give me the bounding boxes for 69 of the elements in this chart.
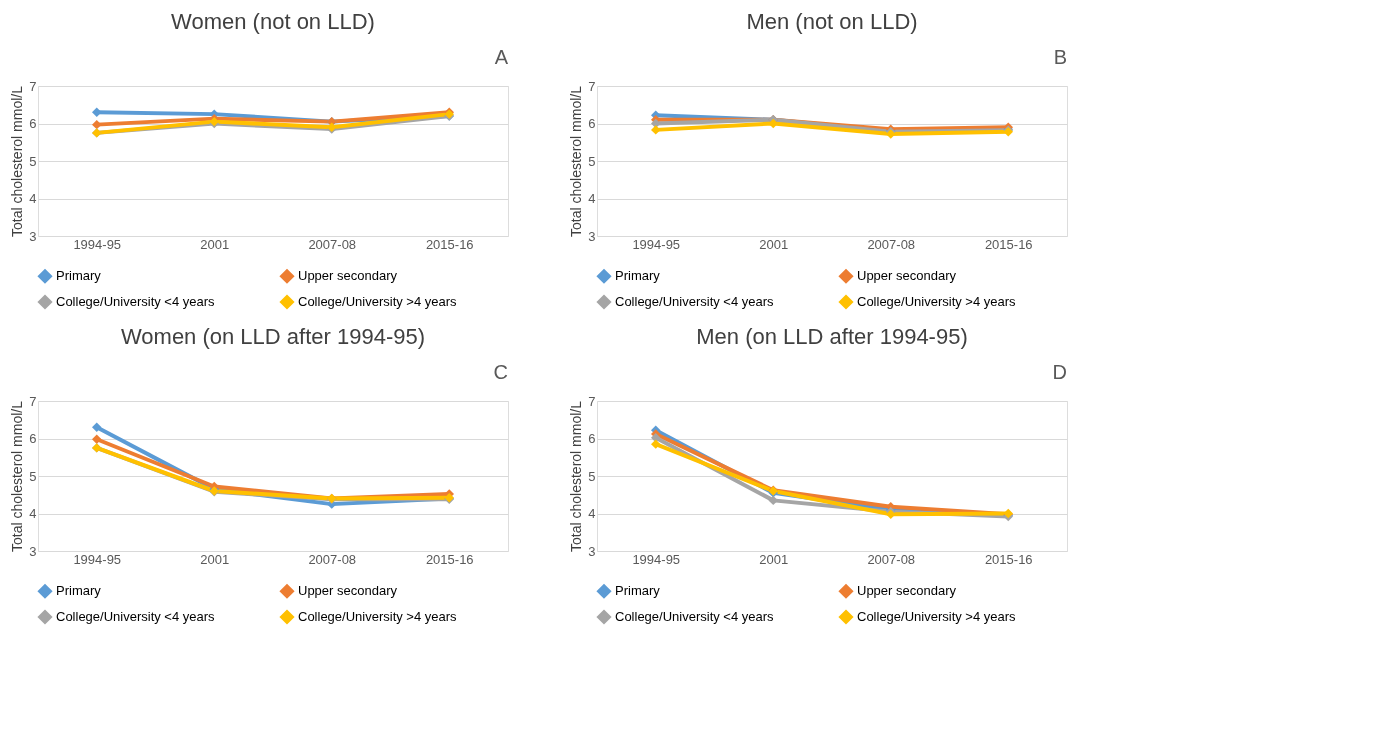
x-tick-label: 1994-95 [632,551,681,567]
legend-label: Primary [615,583,661,599]
x-tick-label: 2007-08 [308,236,357,252]
y-tick-label: 6 [29,431,37,446]
legend-label: College/University >4 years [857,294,1017,309]
legend-label: College/University >4 years [298,609,458,624]
x-tick-label: 2015-16 [984,236,1033,252]
y-tick-label: 6 [29,116,37,131]
x-tick-label: 2001 [759,551,789,567]
y-axis-title: Total cholesterol mmol/L [9,85,26,237]
legend-label: Upper secondary [298,583,398,599]
y-tick-label: 3 [588,543,596,559]
x-tick-label: 1994-95 [73,551,122,567]
y-axis-title: Total cholesterol mmol/L [9,400,26,552]
text: B [1053,46,1067,68]
y-tick-label: 7 [588,78,596,94]
y-tick-label: 4 [29,506,37,521]
point [651,439,661,449]
legend-label: College/University <4 years [56,294,216,309]
y-tick-label: 3 [29,543,37,559]
x-tick-label: 1994-95 [632,236,681,252]
legend-label: Primary [615,268,661,284]
x-tick-label: 2001 [200,551,230,567]
y-tick-label: 7 [29,78,37,94]
y-tick-label: 7 [29,393,37,409]
point [651,125,661,135]
legend-label: College/University <4 years [615,609,775,624]
x-tick-label: 2015-16 [984,551,1033,567]
x-tick-label: 2015-16 [425,551,474,567]
chart-title: Men (on LLD after 1994-95) [696,324,968,349]
legend-label: College/University >4 years [298,294,458,309]
x-tick-label: 2015-16 [425,236,474,252]
legend-label: Upper secondary [857,583,957,599]
y-tick-label: 7 [588,393,596,409]
x-tick-label: 2001 [759,236,789,252]
x-tick-label: 2001 [200,236,230,252]
x-tick-label: 2007-08 [867,236,916,252]
legend-label: Primary [56,268,102,284]
y-tick-label: 4 [29,191,37,206]
point [92,422,102,432]
legend-label: College/University >4 years [857,609,1017,624]
y-tick-label: 5 [588,153,596,169]
text: A [494,46,509,68]
y-tick-label: 3 [588,228,596,244]
y-tick-label: 5 [588,468,596,484]
y-tick-label: 4 [588,191,596,206]
legend-label: Upper secondary [298,268,398,284]
point [92,434,102,444]
x-tick-label: 2007-08 [867,551,916,567]
y-tick-label: 6 [588,431,596,446]
y-tick-label: 6 [588,116,596,131]
legend-label: College/University <4 years [56,609,216,624]
x-tick-label: 1994-95 [73,236,122,252]
point [768,495,778,506]
y-axis-title: Total cholesterol mmol/L [568,400,585,552]
text: C [493,361,508,383]
chart-title: Women (not on LLD) [171,9,375,34]
x-tick-label: 2007-08 [308,551,357,567]
legend-label: Primary [56,583,102,599]
y-axis-title: Total cholesterol mmol/L [568,85,585,237]
y-tick-label: 5 [29,153,37,169]
text: D [1052,361,1067,383]
legend-label: College/University <4 years [615,294,775,309]
y-tick-label: 5 [29,468,37,484]
chart-title: Women (on LLD after 1994-95) [120,324,426,349]
legend-label: Upper secondary [857,268,957,284]
y-tick-label: 3 [29,228,37,244]
y-tick-label: 4 [588,506,596,521]
chart-title: Men (not on LLD) [746,9,918,34]
